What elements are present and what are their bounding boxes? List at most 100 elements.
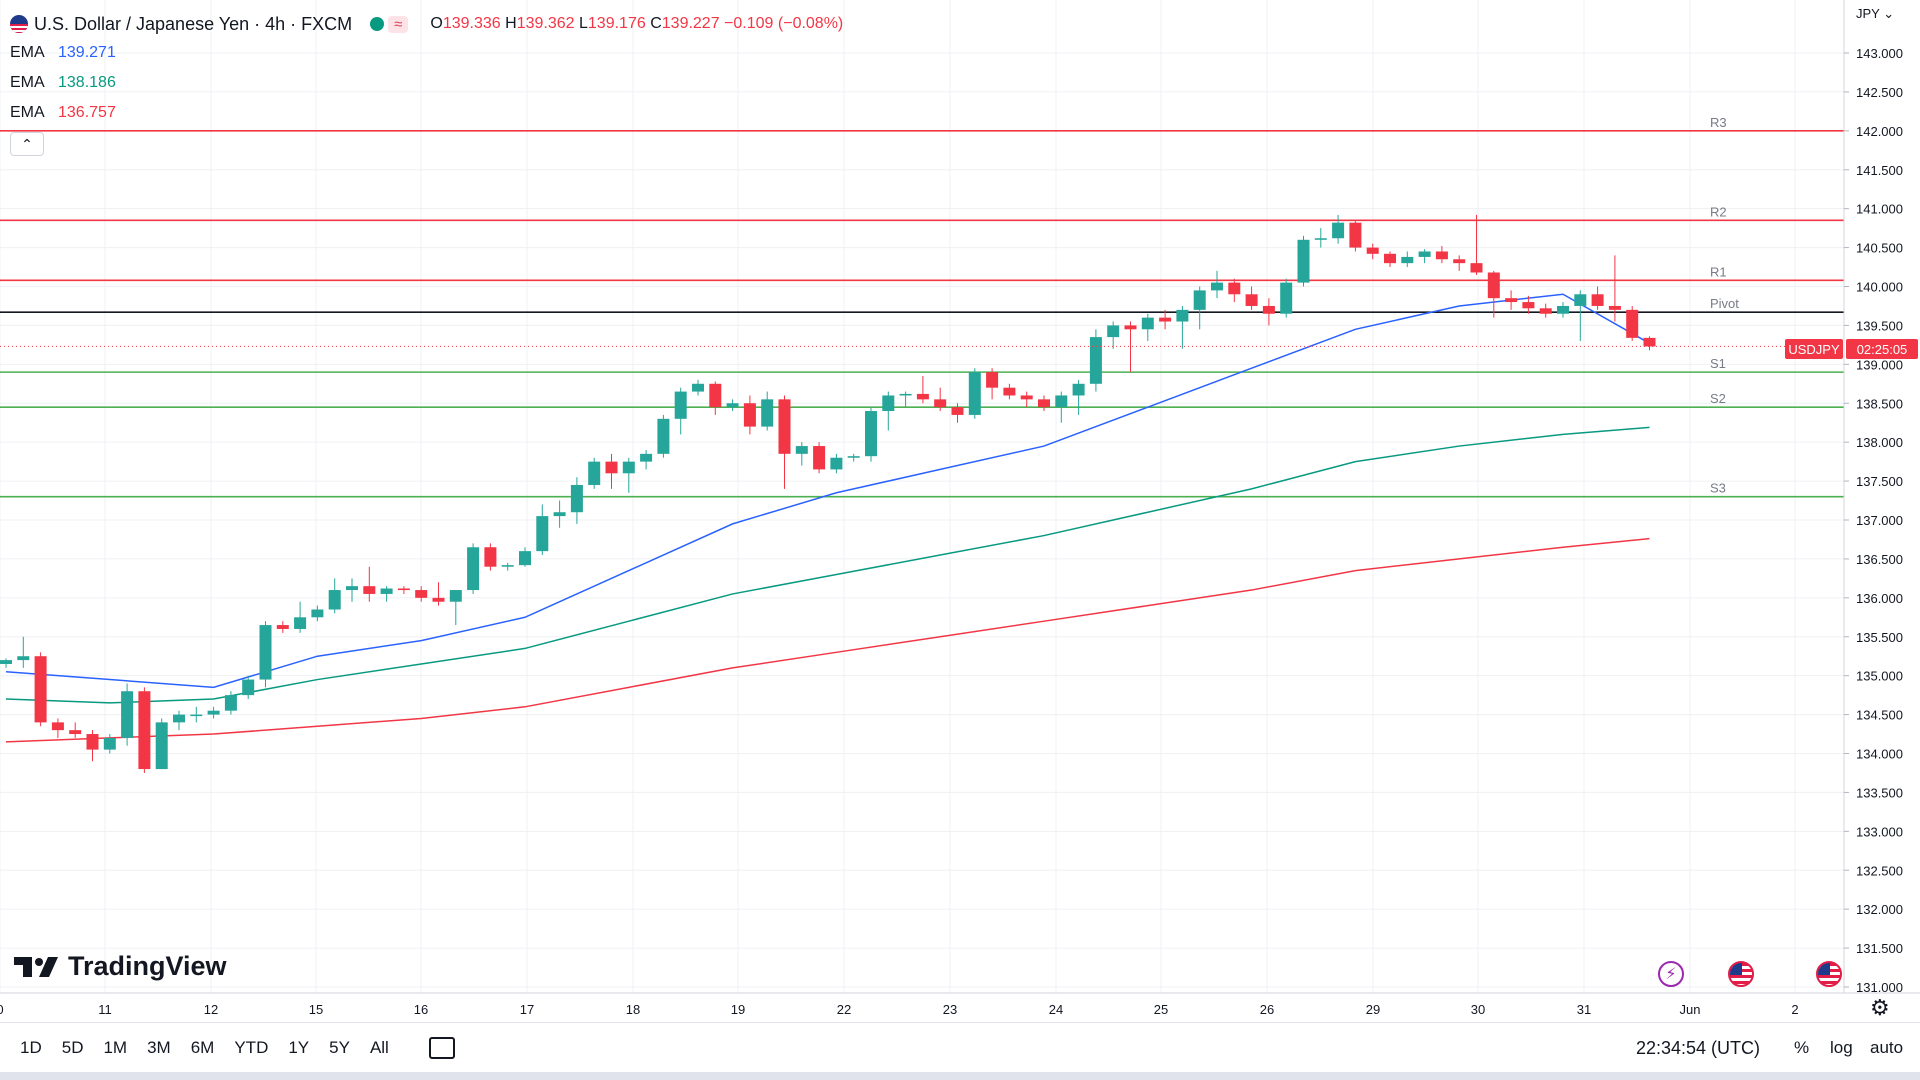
candle	[795, 442, 808, 466]
candle-body	[1332, 222, 1345, 239]
range-button-ytd[interactable]: YTD	[234, 1038, 269, 1057]
range-button-1m[interactable]: 1M	[103, 1038, 128, 1057]
candle-body	[1297, 239, 1310, 283]
calendar-icon[interactable]	[428, 1037, 455, 1059]
candle-body	[190, 714, 203, 717]
candle	[1003, 383, 1016, 400]
level-label-s3: S3	[1710, 481, 1726, 496]
collapse-legend-button[interactable]: ⌃	[10, 132, 44, 156]
candle	[882, 391, 895, 431]
candle-body	[761, 399, 774, 427]
candle	[1608, 255, 1621, 322]
candle-body	[1089, 337, 1102, 384]
candle-body	[1072, 383, 1085, 396]
symbol-title[interactable]: U.S. Dollar / Japanese Yen · 4h · FXCM	[34, 13, 353, 34]
x-tick-label: 15	[309, 1002, 323, 1017]
y-tick-label: 132.500	[1856, 863, 1903, 878]
range-button-1d[interactable]: 1D	[20, 1038, 42, 1057]
candle-body	[86, 734, 99, 750]
ema-legend-row[interactable]: EMA 136.757	[10, 104, 116, 121]
candle-body	[397, 588, 410, 591]
y-tick-label: 135.000	[1856, 669, 1903, 684]
candle	[173, 710, 185, 731]
y-tick-label: 132.000	[1856, 902, 1903, 917]
candle-body	[588, 461, 601, 485]
candle-body	[346, 586, 358, 591]
range-button-5d[interactable]: 5D	[61, 1038, 84, 1057]
countdown-label: 02:25:05	[1856, 341, 1908, 357]
candle-body	[1539, 308, 1552, 314]
candle	[69, 722, 82, 738]
candle	[467, 543, 480, 594]
candle-body	[484, 547, 497, 567]
candle	[553, 500, 566, 528]
time-axis[interactable]: 0 11 12 15 16 17 18 19 22 23 24 25 26 29 30 31 Jun 2	[0, 992, 1920, 1017]
candle-body	[986, 372, 999, 388]
y-tick-label: 136.500	[1856, 552, 1903, 567]
candle-body	[1176, 309, 1189, 322]
x-tick-label: 19	[731, 1002, 745, 1017]
auto-toggle[interactable]: auto	[1870, 1038, 1904, 1057]
candle	[1055, 391, 1068, 423]
y-tick-label: 137.000	[1856, 513, 1903, 528]
range-button-1y[interactable]: 1Y	[288, 1038, 310, 1057]
gear-icon[interactable]: ⚙	[1870, 995, 1890, 1020]
candle	[51, 718, 64, 738]
candle	[570, 477, 583, 524]
tradingview-logo[interactable]: TradingView	[14, 951, 227, 982]
x-tick-label: 31	[1577, 1002, 1591, 1017]
utc-clock[interactable]: 22:34:54 (UTC)	[1635, 1037, 1760, 1058]
candle	[1245, 286, 1258, 310]
range-button-all[interactable]: All	[369, 1038, 389, 1057]
candle	[830, 453, 843, 474]
range-button-5y[interactable]: 5Y	[329, 1038, 350, 1057]
currency-selector[interactable]: JPY ⌄	[1856, 6, 1895, 21]
candle-body	[1626, 309, 1639, 338]
candle-body	[1228, 282, 1241, 295]
range-button-3m[interactable]: 3M	[147, 1038, 171, 1057]
candle	[1332, 214, 1345, 244]
candle-body	[622, 461, 635, 474]
level-label-r3: R3	[1710, 115, 1727, 130]
chart-legend: U.S. Dollar / Japanese Yen · 4h · FXCM ≈…	[10, 10, 843, 156]
candle-body	[173, 714, 185, 723]
pivot-levels: R3 R2 R1 Pivot S1 S2 S3	[0, 115, 1844, 498]
candle-body	[657, 418, 670, 454]
candle	[588, 457, 601, 489]
candle	[121, 683, 134, 746]
us-flag-event-icon[interactable]	[1816, 961, 1842, 987]
log-toggle[interactable]: log	[1830, 1038, 1853, 1057]
us-flag-event-icon[interactable]	[1728, 961, 1754, 987]
x-tick-label: Jun	[1680, 1002, 1701, 1017]
y-tick-label: 140.500	[1856, 241, 1903, 256]
ema-legend-row[interactable]: EMA 139.271	[10, 44, 116, 61]
candle-body	[1038, 399, 1050, 408]
candle	[415, 586, 428, 602]
candle-body	[674, 391, 687, 419]
candle	[432, 582, 445, 606]
range-button-6m[interactable]: 6M	[190, 1038, 215, 1057]
candle	[501, 562, 514, 571]
candle-body	[536, 516, 549, 552]
event-icon[interactable]: ⚡	[1658, 961, 1684, 987]
price-axis[interactable]: 143.000 142.500 142.000 141.500 141.000 140.5…	[1843, 0, 1903, 995]
y-tick-label: 138.500	[1856, 396, 1903, 411]
bottom-toolbar: 1D 5D 1M 3M 6M YTD 1Y 5Y All 22:34:54 (U…	[0, 1022, 1920, 1073]
y-tick-label: 142.000	[1856, 124, 1903, 139]
wave-icon[interactable]: ≈	[388, 15, 409, 33]
candle	[1176, 305, 1189, 349]
candle-body	[467, 547, 480, 591]
candle-body	[1608, 305, 1621, 310]
level-label-r2: R2	[1710, 204, 1727, 219]
candle-body	[501, 565, 514, 567]
ema-legend-row[interactable]: EMA 138.186	[10, 74, 116, 91]
candle-body	[294, 617, 307, 629]
candle	[328, 578, 341, 614]
y-tick-label: 139.000	[1856, 357, 1903, 372]
candle-body	[1193, 290, 1206, 310]
candle	[1487, 270, 1500, 318]
x-tick-label: 18	[626, 1002, 640, 1017]
candle	[1072, 379, 1085, 415]
percent-toggle[interactable]: %	[1794, 1038, 1810, 1057]
